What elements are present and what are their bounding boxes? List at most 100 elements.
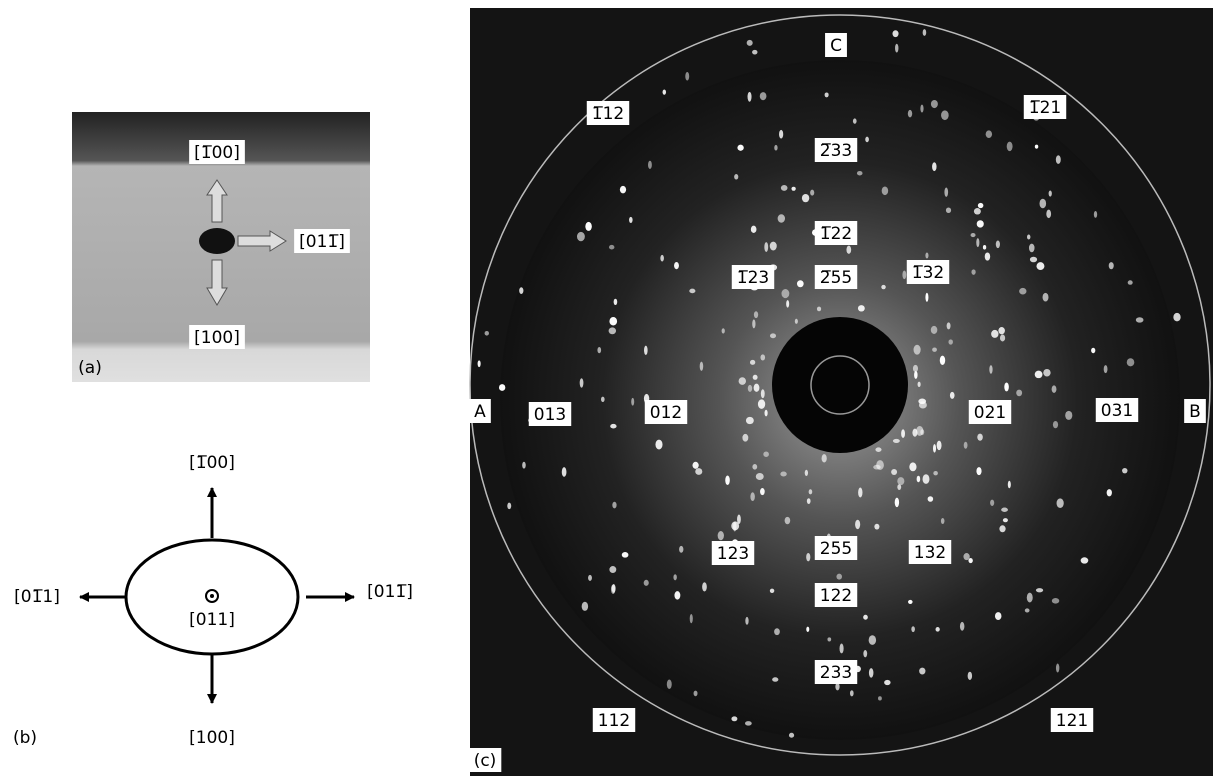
- spot-index-group: 233: [815, 660, 857, 684]
- spot-index: 255: [820, 539, 852, 559]
- spot: [893, 439, 900, 443]
- spot: [609, 245, 614, 250]
- beam-stop: [772, 317, 908, 453]
- spot: [750, 492, 754, 501]
- spot-index: 2̅33: [820, 141, 852, 161]
- edge-marker-group: B: [1184, 399, 1206, 423]
- spot: [884, 680, 890, 685]
- beam-symbol-dot: [210, 594, 214, 598]
- spot: [840, 644, 844, 654]
- spot: [1056, 155, 1061, 164]
- spot: [1016, 390, 1022, 397]
- spot: [923, 29, 927, 36]
- spot: [612, 502, 616, 509]
- spot: [895, 498, 899, 508]
- spot: [585, 222, 592, 231]
- direction-label: [100]: [194, 328, 240, 348]
- spot: [1109, 262, 1114, 269]
- spot: [1043, 293, 1049, 302]
- figure: (a) (b) [1̅00] [100] [01̅1] [011̅] [011]…: [0, 0, 1213, 776]
- spot: [941, 110, 949, 120]
- panel-label: (c): [474, 751, 497, 771]
- spot: [611, 585, 615, 594]
- spot: [1122, 468, 1127, 473]
- direction-label-group: [1̅00]: [189, 140, 245, 164]
- spot: [950, 392, 955, 399]
- spot: [734, 174, 738, 179]
- spot: [663, 90, 666, 95]
- spot: [802, 194, 809, 202]
- spot-index: 122: [820, 586, 852, 606]
- spot: [865, 137, 869, 143]
- spot: [1030, 257, 1037, 263]
- spot: [1065, 411, 1072, 420]
- spot: [685, 72, 689, 81]
- spot: [700, 362, 704, 371]
- spot: [817, 307, 821, 312]
- spot: [562, 467, 567, 477]
- spot: [690, 614, 693, 623]
- spot: [781, 185, 788, 191]
- spot: [996, 240, 1000, 248]
- spot: [718, 531, 724, 540]
- edge-marker: B: [1189, 402, 1201, 422]
- spot: [1173, 313, 1180, 321]
- spot: [748, 92, 752, 102]
- spot: [631, 398, 634, 406]
- spot: [1043, 369, 1050, 377]
- spot: [780, 471, 786, 476]
- spot: [916, 426, 923, 436]
- panel-label: (a): [78, 358, 102, 378]
- spot: [485, 331, 489, 336]
- spot: [577, 232, 585, 241]
- spot: [977, 434, 982, 441]
- spot: [507, 503, 511, 510]
- spot: [760, 354, 765, 360]
- spot: [745, 617, 748, 625]
- page: (a) (b) [1̅00] [100] [01̅1] [011̅] [011]…: [0, 0, 1213, 776]
- spot: [913, 365, 918, 372]
- spot: [745, 721, 752, 726]
- spot: [629, 217, 633, 223]
- spot: [897, 484, 901, 490]
- spot: [863, 650, 867, 657]
- spot-index-group: 2̅55: [815, 265, 857, 289]
- spot: [989, 365, 992, 374]
- spot: [857, 171, 863, 175]
- spot: [765, 410, 768, 417]
- spot: [1004, 382, 1009, 391]
- spot: [1046, 210, 1051, 218]
- spot: [902, 270, 906, 279]
- direction-label-group: [100]: [189, 325, 245, 349]
- spot: [756, 473, 764, 480]
- spot: [923, 474, 930, 484]
- spot: [582, 602, 588, 611]
- spot: [731, 521, 739, 530]
- spot-index-group: 121: [1051, 708, 1093, 732]
- spot: [774, 145, 777, 151]
- spot: [797, 280, 804, 287]
- spot: [695, 468, 702, 475]
- spot: [990, 500, 994, 506]
- spot: [901, 429, 905, 438]
- spot: [795, 319, 798, 324]
- direction-label: [1̅00]: [194, 143, 240, 163]
- spot: [855, 520, 860, 529]
- spot: [770, 333, 776, 338]
- spot: [1128, 280, 1133, 285]
- spot: [928, 496, 934, 502]
- spot: [932, 162, 936, 171]
- spot: [601, 397, 605, 402]
- spot: [1039, 199, 1046, 208]
- spot: [944, 187, 948, 196]
- spot-index: 112: [598, 711, 630, 731]
- spot: [609, 327, 616, 334]
- spot: [1056, 664, 1059, 673]
- spot: [760, 92, 767, 100]
- spot: [974, 208, 981, 215]
- direction-label: [011]: [189, 610, 235, 630]
- spot: [1000, 334, 1005, 341]
- spot: [1007, 142, 1013, 151]
- spot-index-group: 1̅32: [907, 260, 949, 284]
- spot: [737, 145, 743, 151]
